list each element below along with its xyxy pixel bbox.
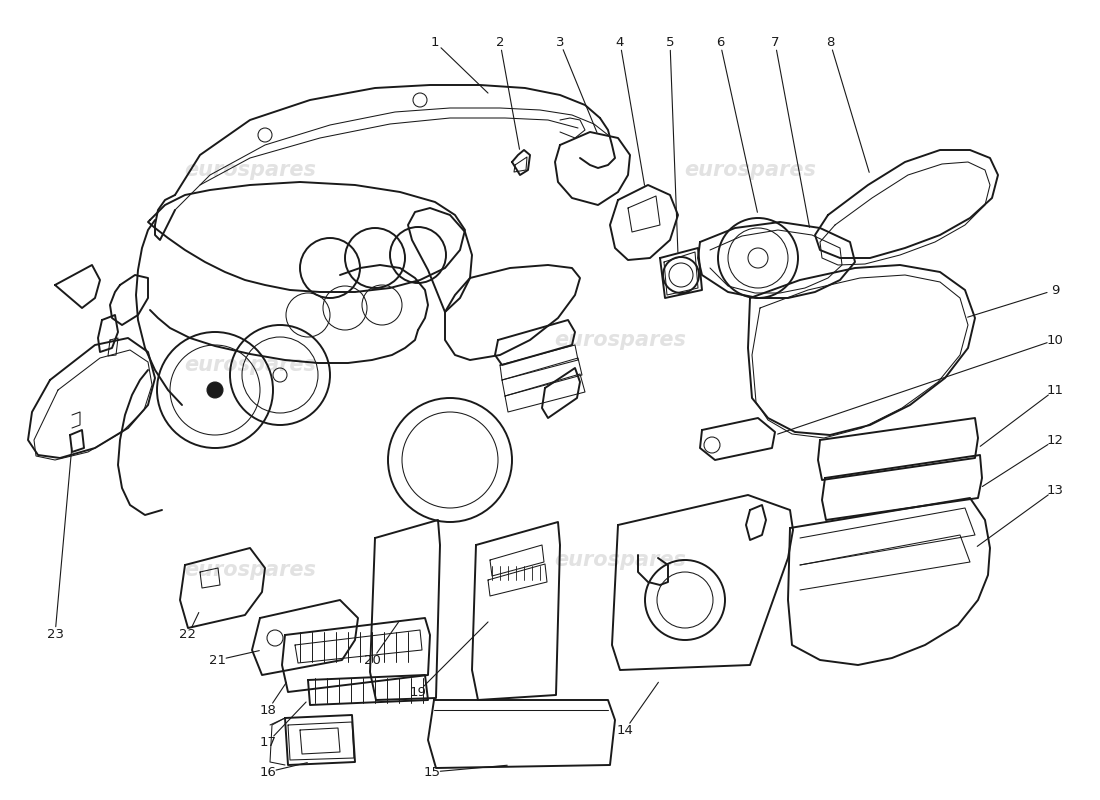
Text: 3: 3 — [556, 35, 564, 49]
Text: 2: 2 — [496, 35, 504, 49]
Text: 8: 8 — [826, 35, 834, 49]
Text: 12: 12 — [1046, 434, 1064, 446]
Text: 23: 23 — [46, 629, 64, 642]
Text: 13: 13 — [1046, 483, 1064, 497]
Text: 16: 16 — [260, 766, 276, 778]
Text: eurospares: eurospares — [554, 330, 686, 350]
Text: 22: 22 — [179, 629, 197, 642]
Text: 10: 10 — [1046, 334, 1064, 346]
Text: eurospares: eurospares — [684, 160, 816, 180]
Text: 18: 18 — [260, 703, 276, 717]
Text: 5: 5 — [666, 35, 674, 49]
Circle shape — [207, 382, 223, 398]
Text: 17: 17 — [260, 735, 276, 749]
Text: 14: 14 — [617, 723, 634, 737]
Text: 20: 20 — [364, 654, 381, 666]
Text: 21: 21 — [209, 654, 227, 666]
Text: 6: 6 — [716, 35, 724, 49]
Text: eurospares: eurospares — [554, 550, 686, 570]
Text: 4: 4 — [616, 35, 624, 49]
Text: eurospares: eurospares — [184, 355, 316, 375]
Text: eurospares: eurospares — [184, 160, 316, 180]
Text: 11: 11 — [1046, 383, 1064, 397]
Text: 19: 19 — [409, 686, 427, 698]
Text: 9: 9 — [1050, 283, 1059, 297]
Text: eurospares: eurospares — [184, 560, 316, 580]
Text: 1: 1 — [431, 35, 439, 49]
Text: 7: 7 — [771, 35, 779, 49]
Text: 15: 15 — [424, 766, 440, 778]
